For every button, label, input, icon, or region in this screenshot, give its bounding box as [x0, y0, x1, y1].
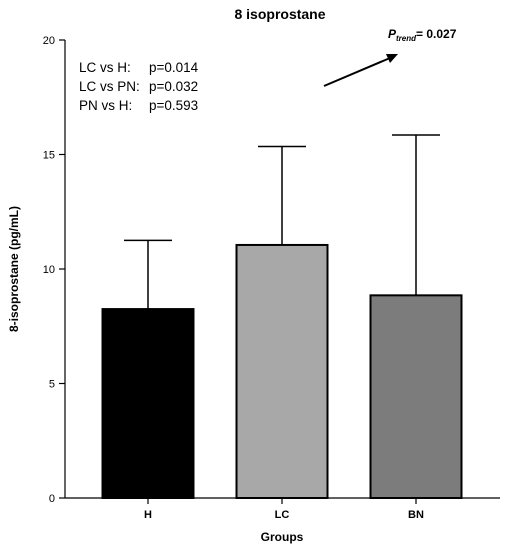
- y-tick-label: 5: [49, 379, 55, 391]
- chart-title: 8 isoprostane: [234, 6, 325, 22]
- comparison-label: PN vs H:: [79, 98, 132, 113]
- bars: [101, 134, 463, 500]
- x-axis-label: Groups: [261, 530, 304, 544]
- y-axis-label: 8-isoprostane (pg/mL): [7, 206, 21, 332]
- x-axis: H LC BN: [65, 497, 500, 521]
- x-tick-label: H: [144, 509, 152, 521]
- comparison-annotations: LC vs H: p=0.014 LC vs PN: p=0.032 PN vs H: p…: [79, 60, 199, 113]
- trend-annotation: Ptrend= 0.027: [323, 27, 457, 87]
- y-axis: 0 5 10 15 20: [43, 35, 66, 505]
- x-tick-label: LC: [275, 509, 290, 521]
- y-tick-label: 20: [43, 35, 55, 47]
- comparison-p-value: p=0.014: [149, 60, 199, 75]
- trend-arrow: [323, 57, 391, 87]
- bar-h: [101, 308, 195, 500]
- bar-bn: [369, 294, 463, 499]
- y-tick-label: 0: [49, 493, 55, 505]
- x-tick-label: BN: [408, 509, 424, 521]
- comparison-label: LC vs PN:: [79, 79, 140, 94]
- y-tick-label: 10: [43, 264, 55, 276]
- trend-arrowhead: [386, 54, 398, 63]
- bar-lc: [235, 243, 329, 499]
- y-tick-label: 15: [43, 150, 55, 162]
- comparison-p-value: p=0.593: [149, 98, 198, 113]
- comparison-p-value: p=0.032: [149, 79, 198, 94]
- trend-label: Ptrend= 0.027: [388, 27, 457, 43]
- comparison-label: LC vs H:: [79, 60, 131, 75]
